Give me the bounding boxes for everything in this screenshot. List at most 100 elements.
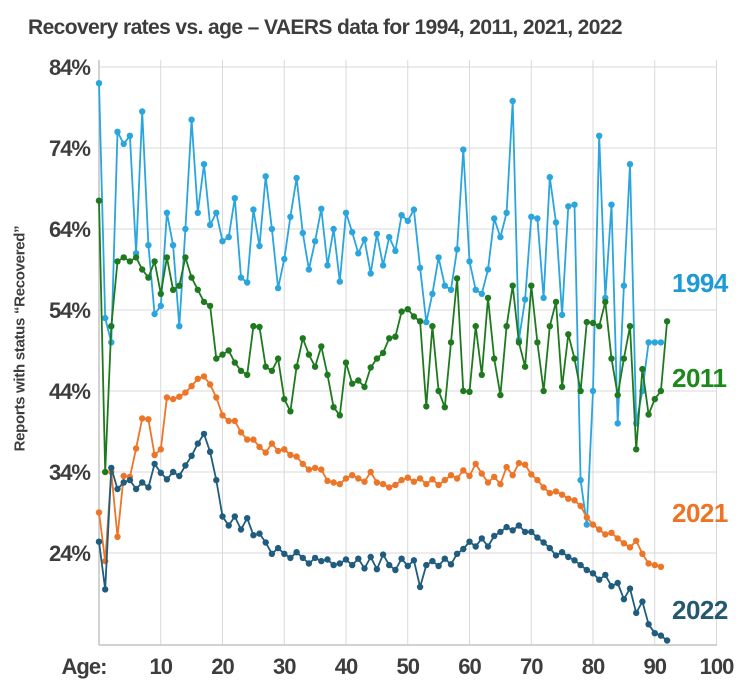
data-point-2011 <box>614 391 621 399</box>
data-point-2021 <box>608 529 615 536</box>
x-tick-label: 50 <box>397 654 420 679</box>
data-point-2022 <box>497 528 504 536</box>
data-point-2022 <box>293 549 300 556</box>
data-point-2021 <box>472 460 479 468</box>
data-point-2021 <box>497 480 504 488</box>
data-point-2021 <box>206 381 214 388</box>
data-point-2011 <box>157 290 164 297</box>
y-tick-label: 24% <box>49 541 90 566</box>
data-point-2022 <box>602 571 609 579</box>
data-point-2011 <box>256 323 263 331</box>
x-axis-label: Age: <box>62 654 107 679</box>
data-point-2022 <box>182 462 189 469</box>
data-point-2021 <box>194 375 201 382</box>
data-point-2011 <box>392 333 399 340</box>
data-point-2011 <box>373 355 381 362</box>
data-point-2022 <box>95 538 103 545</box>
data-point-2011 <box>460 387 467 395</box>
data-point-2011 <box>429 323 436 330</box>
x-tick-label: 30 <box>273 654 296 679</box>
data-point-2011 <box>108 323 115 330</box>
data-point-1994 <box>379 262 387 269</box>
data-point-2022 <box>361 565 368 572</box>
data-point-2022 <box>151 460 158 468</box>
data-point-2022 <box>225 522 232 529</box>
data-point-2022 <box>571 557 578 564</box>
data-point-2021 <box>355 475 362 482</box>
data-point-2022 <box>188 452 195 459</box>
data-point-2022 <box>614 579 621 587</box>
data-point-2011 <box>515 339 523 346</box>
data-point-2021 <box>453 475 461 482</box>
data-point-2022 <box>552 552 560 559</box>
data-point-2011 <box>491 355 498 362</box>
data-point-2022 <box>577 561 584 569</box>
data-point-2011 <box>145 274 152 281</box>
data-point-2022 <box>108 464 115 472</box>
data-point-2022 <box>114 485 121 493</box>
data-point-2011 <box>293 363 300 370</box>
data-point-2022 <box>237 526 245 533</box>
data-point-2022 <box>429 557 436 565</box>
data-point-1994 <box>231 195 238 202</box>
data-point-2022 <box>200 430 208 438</box>
data-point-1994 <box>139 108 146 115</box>
data-point-2011 <box>114 258 121 265</box>
data-point-1994 <box>645 339 652 346</box>
data-point-2022 <box>460 545 467 553</box>
data-point-2021 <box>626 544 634 551</box>
data-point-2022 <box>299 554 306 562</box>
data-point-2022 <box>318 557 325 565</box>
data-point-2022 <box>608 583 615 590</box>
data-point-2021 <box>151 451 158 459</box>
data-point-2011 <box>453 275 461 282</box>
data-point-2022 <box>231 513 238 520</box>
data-point-2021 <box>342 475 350 482</box>
data-point-2011 <box>274 355 282 362</box>
data-point-2022 <box>515 522 523 529</box>
data-point-2022 <box>169 468 177 476</box>
data-point-1994 <box>441 282 448 289</box>
data-point-2021 <box>410 478 418 485</box>
data-point-2011 <box>423 403 430 410</box>
data-point-2021 <box>546 489 553 497</box>
data-point-2022 <box>250 532 257 539</box>
data-point-1994 <box>361 236 368 243</box>
data-point-2021 <box>349 472 356 479</box>
data-point-2022 <box>509 527 516 534</box>
data-point-1994 <box>151 310 158 318</box>
data-point-1994 <box>571 201 578 208</box>
data-point-1994 <box>540 294 547 302</box>
data-point-2021 <box>447 472 455 479</box>
data-point-2022 <box>423 561 430 569</box>
data-point-2022 <box>546 544 553 552</box>
data-point-2011 <box>571 355 578 362</box>
data-point-1994 <box>293 174 300 182</box>
data-point-2011 <box>558 383 566 391</box>
data-point-1994 <box>491 215 498 222</box>
data-point-2011 <box>447 339 455 346</box>
data-point-2021 <box>620 540 628 547</box>
data-point-2022 <box>484 543 492 550</box>
data-point-2011 <box>102 468 109 476</box>
data-point-2011 <box>213 355 220 362</box>
data-point-1994 <box>342 209 350 216</box>
x-tick-label: 20 <box>211 654 234 679</box>
data-point-1994 <box>472 286 479 293</box>
data-point-2022 <box>163 476 171 483</box>
data-point-2022 <box>472 543 479 550</box>
data-point-1994 <box>102 314 109 322</box>
data-point-2011 <box>132 254 140 261</box>
data-point-2022 <box>398 555 405 562</box>
data-point-2021 <box>429 476 436 483</box>
chart-title: Recovery rates vs. age – VAERS data for … <box>28 16 623 39</box>
data-point-2022 <box>521 528 529 536</box>
data-point-2021 <box>460 467 467 474</box>
data-point-2022 <box>657 632 665 639</box>
data-point-1994 <box>311 238 319 245</box>
data-point-2011 <box>441 404 448 411</box>
data-point-2021 <box>95 509 103 516</box>
data-point-2021 <box>565 495 572 502</box>
data-point-2011 <box>546 323 553 330</box>
